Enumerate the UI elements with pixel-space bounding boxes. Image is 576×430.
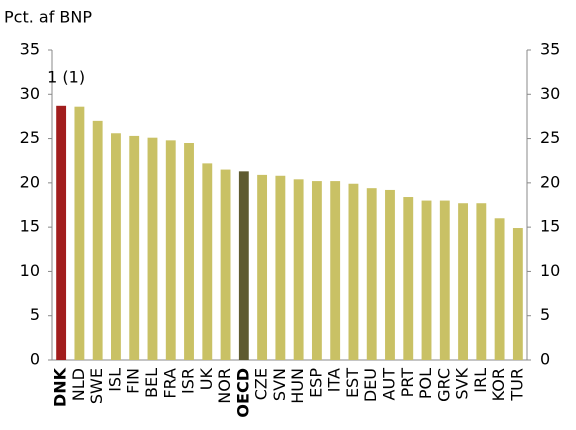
y-tick-label: 20 bbox=[20, 172, 40, 191]
bar bbox=[129, 135, 140, 360]
y-tick-label: 15 bbox=[20, 217, 40, 236]
chart-title: Pct. af BNP bbox=[4, 8, 92, 27]
bar bbox=[439, 200, 450, 360]
x-tick-label: BEL bbox=[142, 368, 161, 398]
y-tick-label: 25 bbox=[20, 128, 40, 147]
bar bbox=[366, 188, 377, 360]
x-tick-label: ISR bbox=[179, 368, 198, 394]
bar bbox=[458, 203, 468, 360]
bar bbox=[494, 218, 505, 360]
x-tick-label: NOR bbox=[215, 368, 234, 404]
y2-tick-label: 25 bbox=[540, 128, 560, 147]
x-tick-label: FRA bbox=[160, 368, 179, 399]
y-tick-label: 30 bbox=[20, 84, 40, 103]
bar bbox=[293, 179, 304, 360]
bar bbox=[257, 174, 268, 360]
bar bbox=[184, 143, 194, 360]
y-tick-label: 5 bbox=[30, 305, 40, 324]
bar bbox=[476, 203, 487, 360]
y2-tick-label: 0 bbox=[540, 350, 550, 369]
bar bbox=[275, 175, 286, 360]
x-tick-label: HUN bbox=[288, 368, 307, 404]
bar bbox=[220, 169, 231, 360]
x-tick-label: PRT bbox=[398, 368, 417, 398]
bar bbox=[311, 181, 322, 360]
x-tick-label: NLD bbox=[69, 368, 88, 401]
bar bbox=[348, 183, 359, 360]
x-tick-label: IRL bbox=[471, 368, 490, 393]
bar bbox=[56, 105, 67, 360]
annotation: 1 (1) bbox=[47, 67, 85, 86]
y2-tick-label: 5 bbox=[540, 305, 550, 324]
x-tick-label: CZE bbox=[252, 368, 271, 400]
bar bbox=[202, 163, 213, 360]
y2-tick-label: 20 bbox=[540, 172, 560, 191]
y2-tick-label: 10 bbox=[540, 261, 560, 280]
bar bbox=[403, 197, 414, 360]
x-tick-label: DEU bbox=[361, 368, 380, 402]
bar bbox=[421, 200, 432, 360]
x-tick-label: DNK bbox=[51, 367, 70, 407]
x-tick-label: AUT bbox=[379, 368, 398, 401]
y2-tick-label: 30 bbox=[540, 84, 560, 103]
y2-tick-label: 15 bbox=[540, 217, 560, 236]
y-tick-label: 10 bbox=[20, 261, 40, 280]
x-tick-label: ITA bbox=[325, 368, 344, 392]
x-tick-label: FIN bbox=[124, 368, 143, 394]
x-tick-label: SVN bbox=[270, 368, 289, 401]
y-tick-label: 35 bbox=[20, 40, 40, 59]
x-tick-label: UK bbox=[197, 367, 216, 390]
bar bbox=[111, 133, 121, 360]
x-tick-label: KOR bbox=[489, 368, 508, 401]
bar bbox=[238, 171, 249, 360]
x-tick-label: GRC bbox=[434, 368, 453, 402]
bar bbox=[74, 106, 85, 360]
x-tick-label: SVK bbox=[453, 367, 472, 399]
bar bbox=[385, 189, 395, 360]
y2-tick-label: 35 bbox=[540, 40, 560, 59]
x-tick-label: OECD bbox=[233, 368, 252, 418]
bar bbox=[147, 137, 158, 360]
x-tick-label: ISL bbox=[105, 368, 124, 392]
x-tick-label: TUR bbox=[507, 368, 526, 402]
x-tick-label: EST bbox=[343, 368, 362, 398]
bar bbox=[330, 181, 341, 360]
y-tick-label: 0 bbox=[30, 350, 40, 369]
x-tick-label: ESP bbox=[306, 368, 325, 398]
bar bbox=[92, 120, 103, 360]
x-tick-label: SWE bbox=[87, 368, 106, 404]
bar bbox=[512, 228, 523, 360]
bar bbox=[165, 140, 176, 360]
x-tick-label: POL bbox=[416, 368, 435, 399]
